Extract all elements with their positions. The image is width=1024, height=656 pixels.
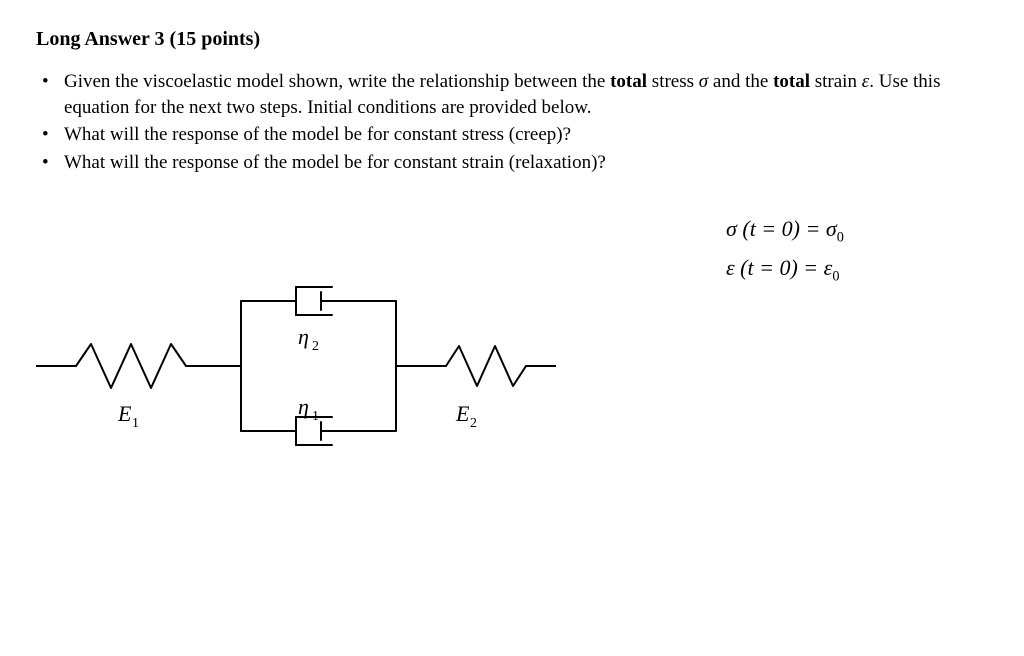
svg-text:η: η	[298, 394, 309, 419]
text-bold: total	[610, 71, 647, 92]
symbol-sigma: σ	[826, 216, 837, 241]
bullet-item: What will the response of the model be f…	[36, 122, 988, 148]
paren: ) =	[790, 255, 823, 280]
svg-text:2: 2	[312, 339, 319, 354]
svg-text:E: E	[117, 401, 132, 426]
subscript: 0	[832, 269, 839, 285]
svg-text:η: η	[298, 324, 309, 349]
subscript: 0	[837, 229, 844, 245]
ic-arg: t = 0	[750, 216, 793, 241]
svg-text:E: E	[455, 401, 470, 426]
circuit-svg: E1E2η2η1	[36, 206, 556, 486]
svg-text:2: 2	[470, 416, 477, 431]
question-title: Long Answer 3 (15 points)	[36, 28, 988, 51]
ic-epsilon: ε (t = 0) = ε0	[726, 249, 844, 289]
symbol-epsilon: ε	[824, 255, 833, 280]
text-fragment: Given the viscoelastic model shown, writ…	[64, 71, 610, 92]
bullet-item: What will the response of the model be f…	[36, 150, 988, 176]
symbol-sigma: σ	[699, 71, 708, 92]
bullet-list: Given the viscoelastic model shown, writ…	[36, 69, 988, 176]
svg-text:1: 1	[312, 409, 319, 424]
symbol-sigma: σ	[726, 216, 737, 241]
ic-arg: t = 0	[748, 255, 791, 280]
svg-text:1: 1	[132, 416, 139, 431]
ic-sigma: σ (t = 0) = σ0	[726, 210, 844, 250]
text-fragment: and the	[708, 71, 773, 92]
viscoelastic-diagram: E1E2η2η1	[36, 206, 556, 486]
text-fragment: strain	[810, 71, 862, 92]
symbol-epsilon: ε	[726, 255, 735, 280]
paren: ) =	[793, 216, 826, 241]
paren: (	[735, 255, 748, 280]
paren: (	[737, 216, 750, 241]
bullet-item: Given the viscoelastic model shown, writ…	[36, 69, 988, 120]
text-bold: total	[773, 71, 810, 92]
text-fragment: stress	[647, 71, 699, 92]
initial-conditions: σ (t = 0) = σ0 ε (t = 0) = ε0	[726, 210, 844, 289]
